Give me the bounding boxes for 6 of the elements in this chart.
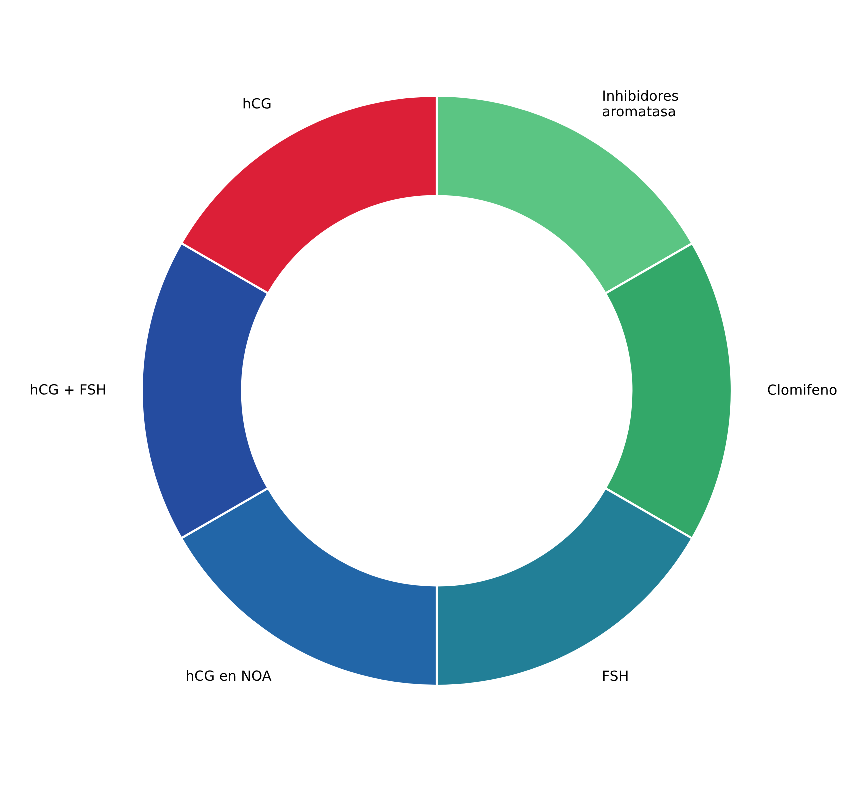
slice-label: hCG + FSH xyxy=(31,384,106,395)
slice-label: Clomifeno xyxy=(768,384,837,396)
slice-label: FSH xyxy=(604,670,628,682)
slice-label: Inhibidores aromatasa xyxy=(603,90,678,117)
slice-label: hCG xyxy=(244,98,271,109)
slice-label: hCG en NOA xyxy=(187,670,272,682)
